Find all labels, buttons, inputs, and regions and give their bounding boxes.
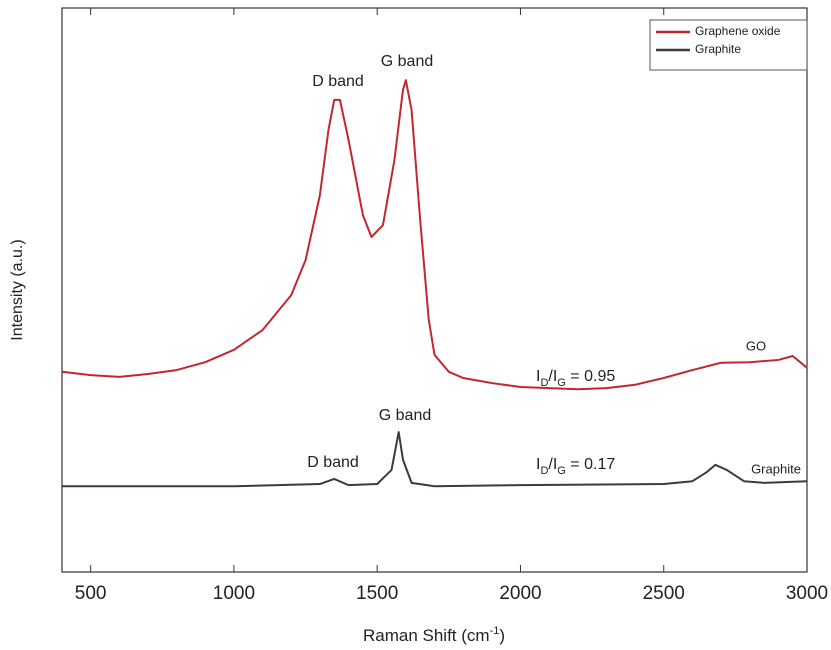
ratio-label-part: D xyxy=(540,465,548,477)
annotation: GO xyxy=(746,338,766,353)
annotation: G band xyxy=(381,53,433,70)
legend-label: Graphite xyxy=(695,42,741,56)
annotation: Graphite xyxy=(751,461,801,476)
series-line xyxy=(62,431,808,488)
annotation: D band xyxy=(307,454,359,471)
legend-label: Graphene oxide xyxy=(695,24,781,38)
x-tick-label: 1000 xyxy=(213,583,255,604)
ratio-label-part: /I xyxy=(548,368,557,385)
ratio-label-part: = 0.95 xyxy=(566,368,615,385)
ratio-label-part: G xyxy=(557,377,566,389)
annotation: D band xyxy=(312,73,364,90)
ratio-label: ID/IG = 0.95 xyxy=(536,368,615,389)
ratio-label-part: G xyxy=(557,465,566,477)
x-tick-label: 3000 xyxy=(786,583,828,604)
x-axis-label-part: -1 xyxy=(490,625,500,637)
ratio-label-part: D xyxy=(540,377,548,389)
y-axis-label: Intensity (a.u.) xyxy=(9,239,26,340)
plot-frame xyxy=(61,7,808,573)
x-tick-label: 2000 xyxy=(499,583,541,604)
legend-box xyxy=(649,19,808,71)
ratio-label: ID/IG = 0.17 xyxy=(536,456,615,477)
x-axis-label: Raman Shift (cm-1) xyxy=(363,625,505,646)
ratio-label-part: I xyxy=(536,456,540,473)
annotation: G band xyxy=(379,407,431,424)
x-axis-label-part: Raman Shift (cm xyxy=(363,626,490,645)
x-tick-label: 2500 xyxy=(643,583,685,604)
ratio-label-part: /I xyxy=(548,456,557,473)
x-tick-label: 500 xyxy=(75,583,107,604)
ratio-label-part: I xyxy=(536,368,540,385)
x-axis-label-part: ) xyxy=(499,626,505,645)
ratio-label-part: = 0.17 xyxy=(566,456,615,473)
x-tick-label: 1500 xyxy=(356,583,398,604)
series-line xyxy=(61,79,808,391)
